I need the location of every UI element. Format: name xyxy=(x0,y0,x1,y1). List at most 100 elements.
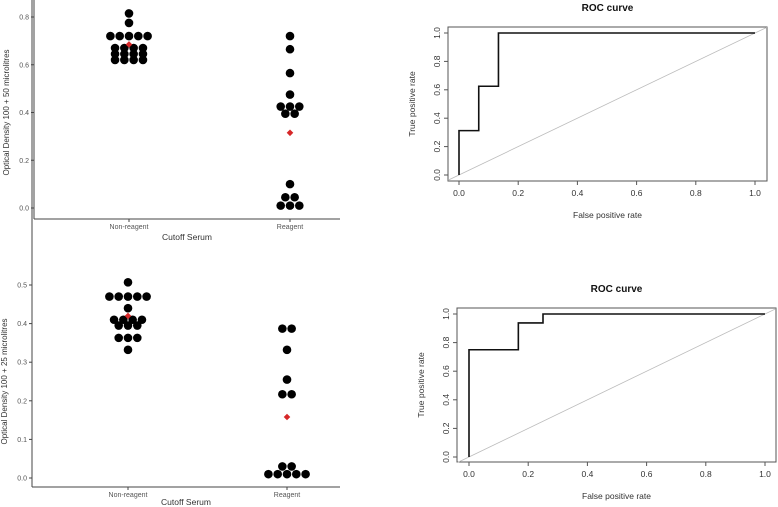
y-tick-label: 0.2 xyxy=(432,140,442,152)
x-tick-label: 1.0 xyxy=(759,469,771,479)
x-axis-label: False positive rate xyxy=(582,491,651,501)
data-point xyxy=(264,469,273,479)
data-point xyxy=(129,43,138,53)
data-point xyxy=(143,31,152,41)
roc-curve xyxy=(458,32,755,175)
data-point xyxy=(133,292,142,301)
x-tick-label: 0.6 xyxy=(631,188,643,198)
data-point xyxy=(114,292,123,301)
data-point xyxy=(114,333,123,343)
roc-plot-1: ROC curve 0.0 0.2 0.4 0.6 0.8 1.0 0.0 0.2 0.4 0.6 0… xyxy=(407,3,768,220)
y-tick-label: 0.6 xyxy=(441,365,451,377)
y-axis-label: True positive rate xyxy=(416,352,426,418)
x-tick-label: Non-reagent xyxy=(109,492,148,499)
x-tick-label: Reagent xyxy=(277,224,304,231)
data-point xyxy=(290,192,299,202)
data-point xyxy=(278,462,287,471)
x-tick-label: 0.6 xyxy=(641,469,653,479)
data-point xyxy=(120,43,129,53)
plot-box xyxy=(456,307,777,463)
y-tick-label: 0.1 xyxy=(17,437,27,444)
data-point xyxy=(285,31,295,41)
y-tick-label: 0.0 xyxy=(441,451,451,463)
data-point xyxy=(109,315,119,325)
y-tick-label: 0.4 xyxy=(19,110,29,117)
y-tick-label: 0.2 xyxy=(441,422,451,434)
data-point xyxy=(123,345,133,355)
data-point xyxy=(128,315,137,325)
data-point xyxy=(138,49,148,59)
y-tick-label: 0.0 xyxy=(432,169,442,181)
data-point xyxy=(287,324,296,333)
data-point xyxy=(129,49,138,59)
y-tick-label: 1.0 xyxy=(441,308,451,320)
data-point xyxy=(282,375,292,384)
y-tick-label: 0.0 xyxy=(17,476,27,483)
x-tick-label: Non-reagent xyxy=(110,224,149,231)
y-axis-label: Optical Density 100 + 25 microlitres xyxy=(0,318,9,444)
y-tick-label: 0.4 xyxy=(17,321,27,328)
data-point xyxy=(115,31,124,41)
y-tick-label: 0.4 xyxy=(432,112,442,124)
x-axis-label: Cutoff Serum xyxy=(162,232,212,242)
data-point xyxy=(105,292,114,301)
data-point xyxy=(120,55,129,65)
chart-title: ROC curve xyxy=(582,3,634,14)
data-point xyxy=(110,49,120,59)
mean-marker xyxy=(286,129,294,137)
diagonal-reference-line xyxy=(447,26,768,181)
y-tick-label: 0.2 xyxy=(19,158,29,165)
y-axis-label: True positive rate xyxy=(407,71,417,137)
data-point xyxy=(124,18,134,28)
mean-marker xyxy=(124,312,132,320)
data-point xyxy=(301,469,310,479)
plot-box xyxy=(447,26,768,182)
y-tick-label: 0.6 xyxy=(432,84,442,96)
data-point xyxy=(273,469,283,479)
data-point xyxy=(119,315,128,325)
data-point xyxy=(276,201,286,210)
x-axis-label: False positive rate xyxy=(573,210,642,220)
x-tick-label: Reagent xyxy=(274,492,301,499)
data-point xyxy=(138,55,148,65)
data-point xyxy=(133,333,142,343)
data-point xyxy=(281,109,290,118)
data-point xyxy=(110,55,120,65)
y-tick-label: 0.5 xyxy=(17,283,27,290)
roc-curve xyxy=(468,313,765,457)
data-point xyxy=(282,345,292,355)
data-point xyxy=(123,333,133,343)
data-point xyxy=(290,109,299,118)
y-axis-label: Optical Density 100 + 50 microlitres xyxy=(2,49,11,175)
x-tick-label: 0.0 xyxy=(463,469,475,479)
data-point xyxy=(129,55,138,65)
y-tick-label: 0.4 xyxy=(441,394,451,406)
data-point xyxy=(134,31,143,41)
data-point xyxy=(278,324,287,333)
mean-marker xyxy=(125,41,133,48)
data-point xyxy=(106,31,115,41)
data-point xyxy=(285,201,295,210)
x-tick-label: 0.2 xyxy=(522,469,534,479)
mean-marker xyxy=(283,413,291,421)
y-tick-label: 0.0 xyxy=(19,206,29,213)
x-tick-label: 0.8 xyxy=(700,469,712,479)
data-point xyxy=(114,321,123,330)
data-point xyxy=(285,179,295,189)
data-point xyxy=(285,90,295,99)
x-tick-label: 0.4 xyxy=(571,188,583,198)
data-point xyxy=(276,102,286,111)
data-point xyxy=(123,277,133,287)
data-point xyxy=(123,292,133,301)
data-point xyxy=(124,31,134,41)
y-tick-label: 1.0 xyxy=(432,27,442,39)
dotplot-2: 0.0 0.1 0.2 0.3 0.4 0.5 Non-reagent Reagent Cuto… xyxy=(0,0,340,507)
y-tick-label: 0.3 xyxy=(17,360,27,367)
x-axis-label: Cutoff Serum xyxy=(161,497,211,507)
data-point xyxy=(292,469,301,479)
x-tick-label: 0.8 xyxy=(690,188,702,198)
data-point xyxy=(138,43,148,53)
roc-plot-3: ROC curve 0.0 0.2 0.4 0.6 0.8 1.0 0.0 0.2 0.4 0.6 0… xyxy=(416,284,777,501)
data-point xyxy=(282,469,292,479)
